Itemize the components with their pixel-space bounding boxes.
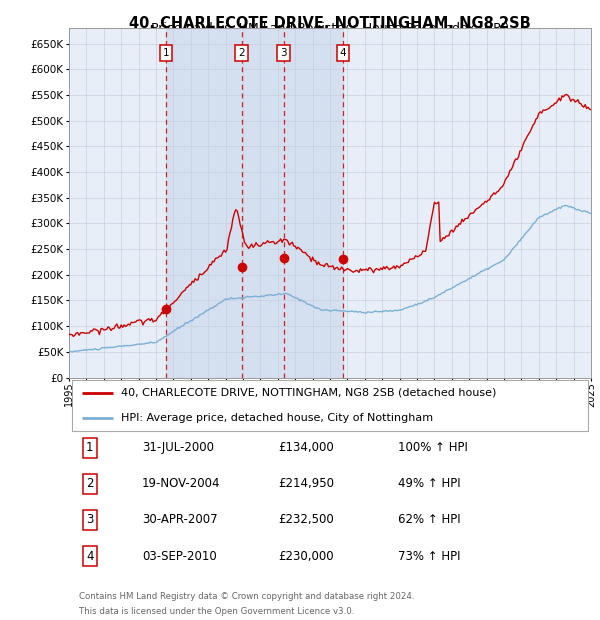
Text: 1: 1: [86, 441, 94, 454]
Text: 100% ↑ HPI: 100% ↑ HPI: [398, 441, 468, 454]
Text: 40, CHARLECOTE DRIVE, NOTTINGHAM, NG8 2SB (detached house): 40, CHARLECOTE DRIVE, NOTTINGHAM, NG8 2S…: [121, 388, 497, 397]
Text: 3: 3: [280, 48, 287, 58]
Text: 2: 2: [238, 48, 245, 58]
Text: 3: 3: [86, 513, 94, 526]
Text: 62% ↑ HPI: 62% ↑ HPI: [398, 513, 460, 526]
Text: This data is licensed under the Open Government Licence v3.0.: This data is licensed under the Open Gov…: [79, 606, 355, 616]
Bar: [166, 29, 343, 378]
Text: 31-JUL-2000: 31-JUL-2000: [142, 441, 214, 454]
Text: 30-APR-2007: 30-APR-2007: [142, 513, 218, 526]
Text: 4: 4: [86, 549, 94, 562]
FancyBboxPatch shape: [71, 379, 589, 431]
Text: Price paid vs. HM Land Registry's House Price Index (HPI): Price paid vs. HM Land Registry's House …: [151, 22, 509, 35]
Text: 4: 4: [340, 48, 346, 58]
Text: £230,000: £230,000: [278, 549, 334, 562]
Text: Contains HM Land Registry data © Crown copyright and database right 2024.: Contains HM Land Registry data © Crown c…: [79, 592, 415, 601]
Text: 19-NOV-2004: 19-NOV-2004: [142, 477, 221, 490]
Text: 03-SEP-2010: 03-SEP-2010: [142, 549, 217, 562]
Text: 1: 1: [163, 48, 169, 58]
Text: 2: 2: [86, 477, 94, 490]
Text: 73% ↑ HPI: 73% ↑ HPI: [398, 549, 460, 562]
Text: £214,950: £214,950: [278, 477, 334, 490]
Text: HPI: Average price, detached house, City of Nottingham: HPI: Average price, detached house, City…: [121, 413, 433, 423]
Text: 49% ↑ HPI: 49% ↑ HPI: [398, 477, 460, 490]
Text: 40, CHARLECOTE DRIVE, NOTTINGHAM, NG8 2SB: 40, CHARLECOTE DRIVE, NOTTINGHAM, NG8 2S…: [129, 16, 531, 31]
Text: £232,500: £232,500: [278, 513, 334, 526]
Text: £134,000: £134,000: [278, 441, 334, 454]
